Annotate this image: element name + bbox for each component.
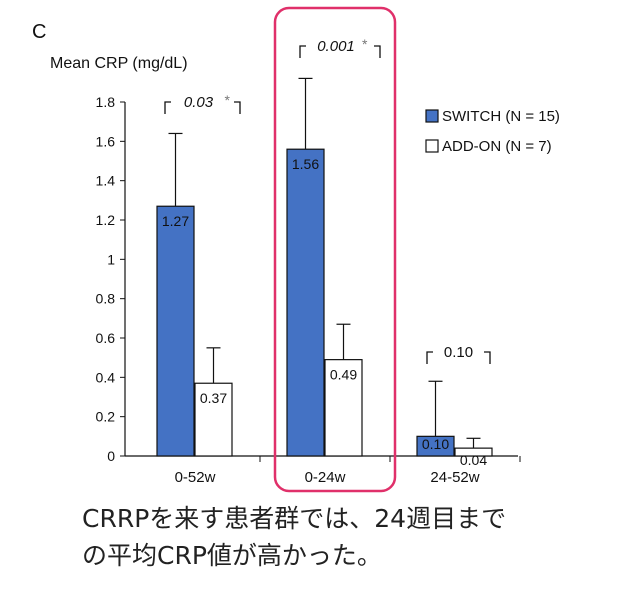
significance-bracket — [164, 101, 241, 114]
y-tick-label: 1.6 — [96, 133, 116, 149]
y-tick-label: 0.8 — [96, 291, 116, 307]
significance-asterisk: * — [362, 36, 368, 52]
significance-asterisk: * — [225, 92, 231, 108]
y-tick-label: 1.2 — [96, 212, 116, 228]
data-label: 0.10 — [422, 436, 449, 452]
data-label: 0.04 — [460, 452, 487, 468]
p-value-label: 0.10 — [444, 344, 473, 361]
y-tick-label: 1.4 — [96, 173, 116, 189]
y-tick-label: 0.4 — [96, 369, 116, 385]
bar — [324, 359, 363, 457]
x-tick-label: 0-52w — [175, 469, 216, 486]
legend-label: ADD-ON (N = 7) — [442, 138, 552, 155]
highlight-box — [273, 6, 397, 493]
x-tick-label: 24-52w — [430, 469, 479, 486]
legend-swatch — [425, 109, 439, 123]
y-tick-label: 1.8 — [96, 94, 116, 110]
caption-text: CRRPを来す患者群では、24週目まで の平均CRP値が高かった。 — [82, 504, 507, 570]
panel-label: C — [32, 21, 46, 43]
p-value-label: 0.001 — [317, 38, 355, 55]
bar — [156, 205, 195, 457]
p-value-label: 0.03 — [184, 94, 214, 111]
y-axis-title: Mean CRP (mg/dL) — [50, 55, 188, 72]
data-label: 1.56 — [292, 156, 319, 172]
crp-bar-chart: C Mean CRP (mg/dL) 0 0.2 0.4 0.6 0.8 1 1.2 1.4 1… — [32, 6, 560, 493]
y-tick-label: 1 — [107, 251, 115, 267]
legend-swatch — [425, 139, 439, 153]
y-tick-label: 0.2 — [96, 409, 116, 425]
significance-bracket — [426, 351, 491, 364]
y-tick-label: 0.6 — [96, 330, 116, 346]
significance-bracket — [299, 45, 381, 58]
y-tick-label: 0 — [107, 448, 115, 464]
data-label: 1.27 — [162, 213, 189, 229]
data-label: 0.37 — [200, 390, 227, 406]
bar — [286, 148, 325, 457]
legend-label: SWITCH (N = 15) — [442, 108, 560, 125]
data-label: 0.49 — [330, 367, 357, 383]
x-tick-label: 0-24w — [305, 469, 346, 486]
bar — [194, 382, 233, 457]
